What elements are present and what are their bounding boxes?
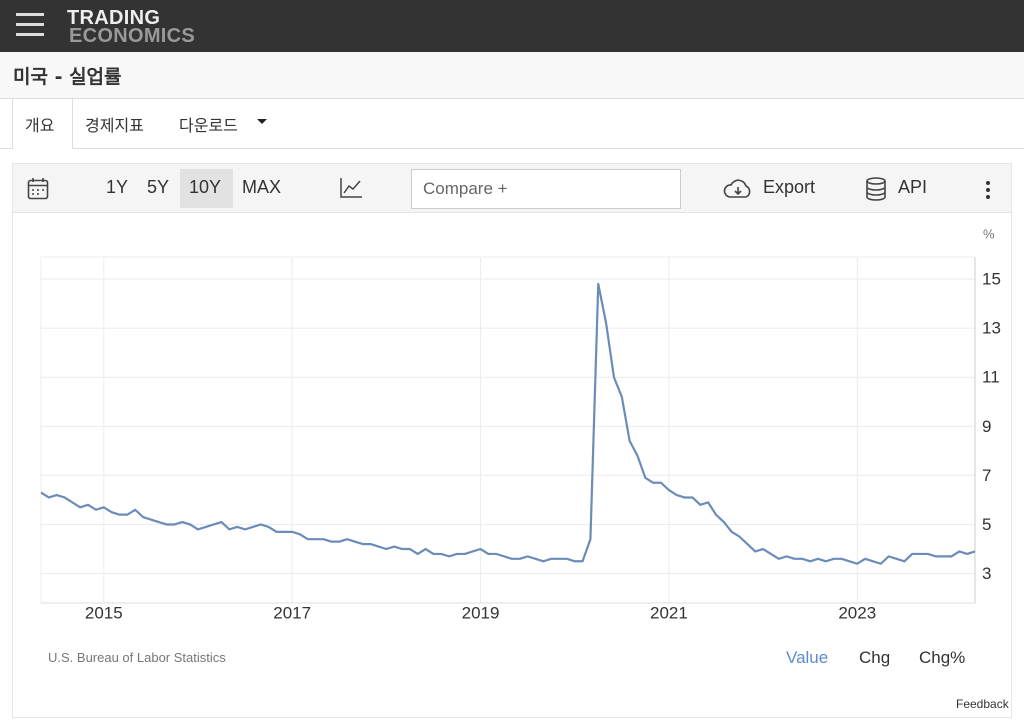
api-button[interactable]: API xyxy=(898,177,928,197)
compare-input[interactable] xyxy=(411,169,681,209)
title-bar xyxy=(0,52,1024,99)
page-title: 미국 - 실업률 xyxy=(13,66,122,88)
tab-bar xyxy=(0,99,1024,149)
range-button[interactable]: MAX xyxy=(242,177,282,197)
export-button[interactable]: Export xyxy=(763,177,816,197)
active-tab-bg xyxy=(12,99,73,149)
view-button[interactable]: Chg xyxy=(859,648,891,667)
logo-line2[interactable]: ECONOMICS xyxy=(69,25,196,47)
top-bar: TRADING ECONOMICS xyxy=(0,0,1024,52)
more-menu[interactable] xyxy=(984,180,992,200)
tab[interactable]: 개요 xyxy=(25,116,55,135)
menu-icon[interactable] xyxy=(16,12,44,38)
tab[interactable]: 다운로드 xyxy=(179,116,238,135)
feedback-link[interactable]: Feedback xyxy=(956,697,1009,711)
range-button[interactable]: 5Y xyxy=(147,177,170,197)
range-button[interactable]: 10Y xyxy=(189,177,222,197)
view-button[interactable]: Value xyxy=(786,648,829,667)
selected-range-bg xyxy=(180,169,233,208)
api-icon[interactable] xyxy=(865,177,887,201)
chart-container xyxy=(12,163,1012,718)
logo-line1[interactable]: TRADING xyxy=(67,7,161,29)
range-button[interactable]: 1Y xyxy=(106,177,129,197)
calendar-icon[interactable] xyxy=(27,177,49,201)
tab[interactable]: 경제지표 xyxy=(85,116,144,135)
source: U.S. Bureau of Labor Statistics xyxy=(48,650,226,665)
chart-type-icon[interactable] xyxy=(340,177,363,199)
export-icon[interactable] xyxy=(723,178,753,200)
dropdown-caret[interactable] xyxy=(257,119,267,125)
compare-placeholder[interactable]: Compare + xyxy=(423,179,508,198)
view-button[interactable]: Chg% xyxy=(919,648,966,667)
